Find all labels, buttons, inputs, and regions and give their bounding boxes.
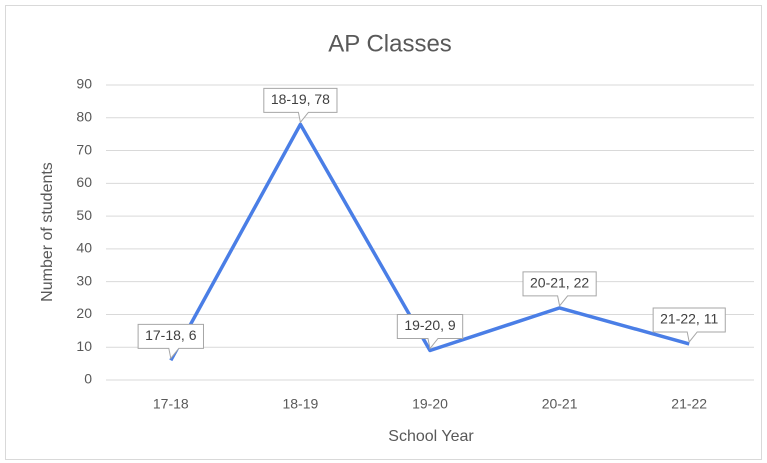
y-tick-label: 70 [76,141,92,157]
y-tick-label: 60 [76,174,92,190]
y-tick-label: 80 [76,108,92,124]
x-tick-label: 21-22 [671,396,707,412]
y-tick-label: 10 [76,338,92,354]
data-label: 19-20, 9 [404,317,456,333]
y-tick-label: 0 [84,371,92,387]
y-tick-label: 30 [76,272,92,288]
y-tick-label: 50 [76,207,92,223]
x-tick-label: 17-18 [153,396,189,412]
chart-border [5,5,762,460]
data-label-box [263,87,338,124]
data-label-box [652,307,726,344]
data-label: 21-22, 11 [660,311,718,327]
data-label: 18-19, 78 [271,91,330,107]
chart-title: AP Classes [328,30,452,57]
line [169,122,690,362]
data-label-box [522,271,597,308]
data-label: 20-21, 22 [530,275,589,291]
y-tick-label: 40 [76,240,92,256]
y-tick-label: 20 [76,305,92,321]
data-label-box [137,323,204,360]
data-label: 17-18, 6 [145,327,197,343]
y-axis-title: Number of students [39,162,56,302]
x-tick-label: 20-21 [542,396,578,412]
x-axis-title: School Year [388,428,474,445]
x-tick-label: 19-20 [412,396,448,412]
y-tick-label: 90 [76,76,92,92]
data-label-box [396,314,464,350]
x-tick-label: 18-19 [282,396,318,412]
